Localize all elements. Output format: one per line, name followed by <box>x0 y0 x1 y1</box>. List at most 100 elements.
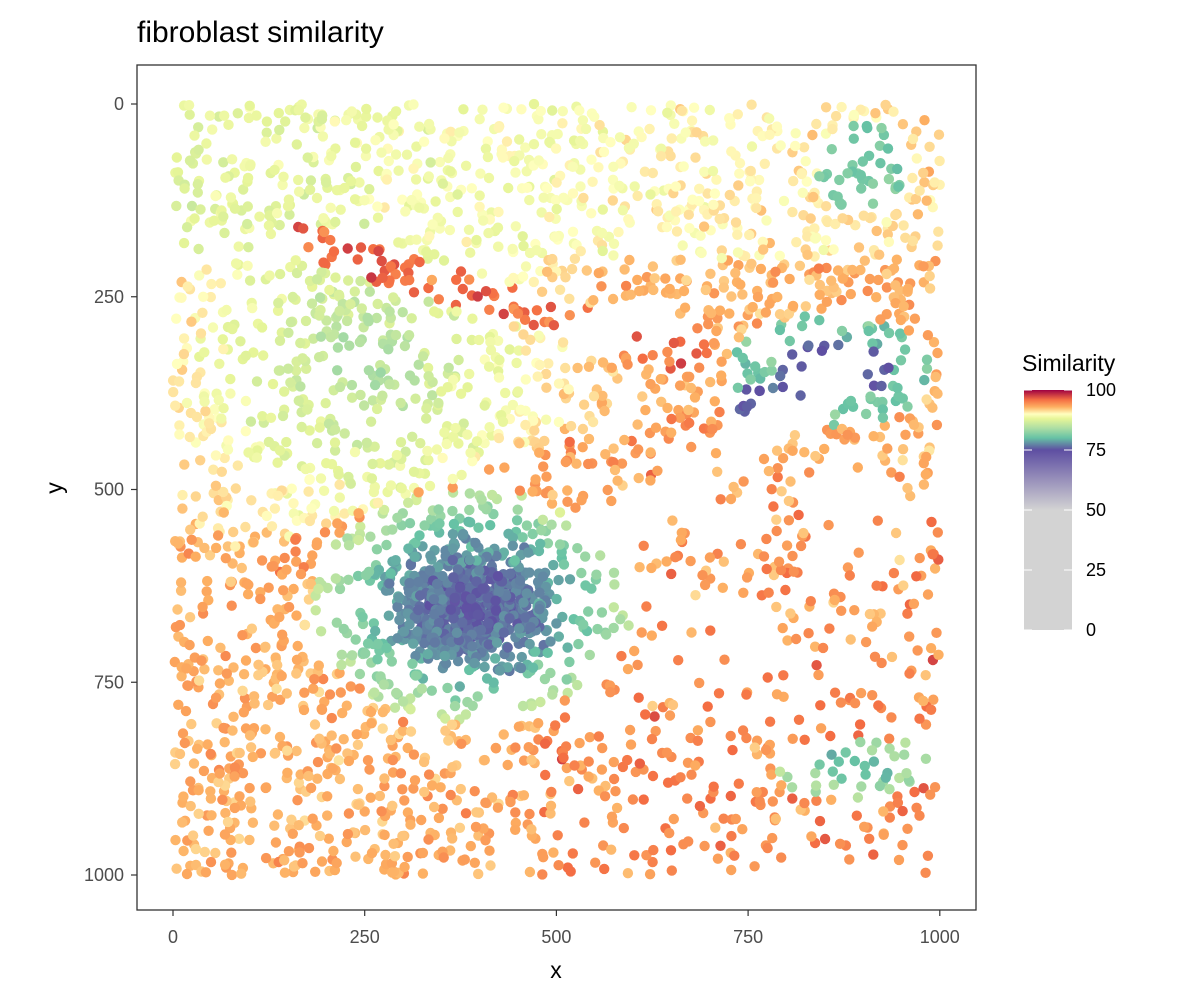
data-point <box>600 449 611 460</box>
legend-label: 25 <box>1086 560 1106 580</box>
data-point <box>690 760 701 771</box>
data-point <box>200 406 211 417</box>
data-point <box>625 289 636 300</box>
data-point <box>815 723 827 734</box>
data-point <box>543 358 554 369</box>
data-point <box>515 404 526 415</box>
data-point <box>205 856 217 868</box>
data-point <box>929 782 941 793</box>
data-point <box>220 553 231 564</box>
data-point <box>551 618 562 629</box>
data-point <box>360 150 372 162</box>
data-point <box>890 298 901 309</box>
data-point <box>328 246 340 257</box>
data-point <box>220 172 231 183</box>
data-point <box>357 611 368 623</box>
data-point <box>240 655 252 666</box>
data-point <box>244 782 255 794</box>
data-point <box>890 209 901 221</box>
data-point <box>646 562 657 574</box>
data-point <box>524 808 535 820</box>
data-point <box>174 429 185 440</box>
data-point <box>294 847 305 858</box>
data-point <box>175 577 187 588</box>
data-point <box>608 250 619 261</box>
data-point <box>689 392 701 403</box>
data-point <box>882 443 893 454</box>
data-point <box>424 480 436 492</box>
data-point <box>418 136 430 147</box>
data-point <box>177 817 188 828</box>
data-point <box>921 354 933 365</box>
data-point <box>586 583 597 594</box>
data-point <box>197 601 208 613</box>
data-point <box>811 118 822 130</box>
data-point <box>443 152 454 164</box>
data-point <box>909 786 920 798</box>
data-point <box>914 810 925 821</box>
data-point <box>332 518 343 529</box>
data-point <box>664 283 675 295</box>
data-point <box>901 768 912 779</box>
data-point <box>644 123 655 135</box>
data-point <box>622 663 634 675</box>
data-point <box>890 280 901 291</box>
data-point <box>341 315 353 327</box>
data-point <box>854 719 866 730</box>
plot-panel <box>136 64 977 911</box>
data-point <box>408 287 420 298</box>
data-point <box>868 756 880 767</box>
data-point <box>755 263 767 275</box>
data-point <box>237 685 248 696</box>
data-point <box>520 261 532 272</box>
data-point <box>790 633 802 645</box>
data-point <box>238 707 249 718</box>
data-point <box>673 404 684 416</box>
data-point <box>574 737 585 749</box>
data-point <box>452 206 463 218</box>
data-point <box>251 376 263 387</box>
data-point <box>372 638 384 650</box>
data-point <box>575 135 586 147</box>
data-point <box>881 268 892 280</box>
data-point <box>452 564 464 575</box>
data-point <box>625 739 637 750</box>
data-point <box>353 799 364 810</box>
data-point <box>564 293 575 304</box>
data-point <box>470 821 482 833</box>
data-point <box>528 319 539 331</box>
data-point <box>814 289 825 300</box>
data-point <box>799 447 810 458</box>
data-point <box>577 115 589 126</box>
data-point <box>638 540 649 551</box>
data-point <box>291 267 303 279</box>
data-point <box>490 605 502 616</box>
data-point <box>712 548 723 559</box>
data-point <box>190 551 201 562</box>
data-point <box>844 854 855 865</box>
legend-label: 0 <box>1086 620 1096 640</box>
data-point <box>583 361 595 372</box>
data-point <box>204 110 216 121</box>
data-point <box>686 441 697 453</box>
data-point <box>172 167 184 178</box>
data-point <box>448 613 459 624</box>
data-point <box>286 483 297 494</box>
data-point <box>328 845 339 857</box>
data-point <box>714 213 725 225</box>
data-point <box>678 161 689 172</box>
data-point <box>546 519 557 530</box>
data-point <box>707 165 719 177</box>
data-point <box>279 386 290 397</box>
data-point <box>218 157 229 168</box>
data-point <box>894 554 905 566</box>
data-point <box>716 356 727 367</box>
data-point <box>308 683 319 694</box>
data-point <box>618 822 629 834</box>
data-point <box>932 347 943 359</box>
data-point <box>837 213 848 224</box>
data-point <box>514 134 525 145</box>
data-point <box>406 313 417 324</box>
data-point <box>417 847 429 859</box>
data-point <box>258 350 269 361</box>
